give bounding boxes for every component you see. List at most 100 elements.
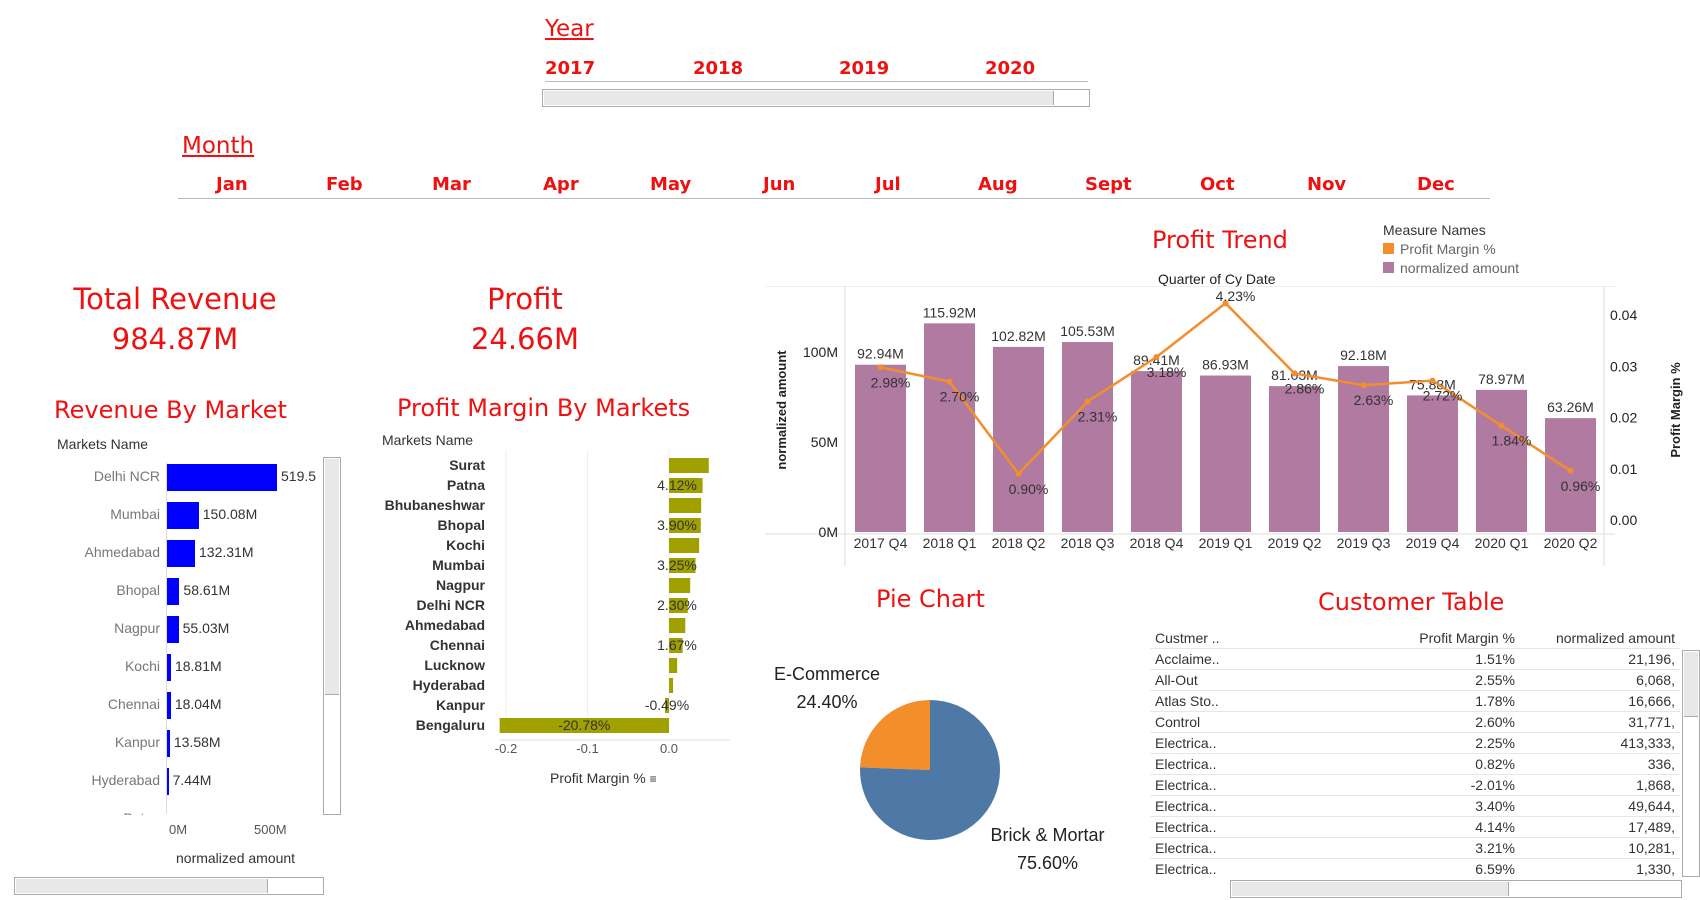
revenue-row[interactable]: Patna	[0, 805, 300, 815]
table-h-scrollbar-thumb[interactable]	[1232, 882, 1509, 896]
month-option-jan[interactable]: Jan	[216, 174, 248, 195]
month-option-dec[interactable]: Dec	[1417, 174, 1455, 195]
pm-bar[interactable]	[669, 658, 678, 673]
month-option-jul[interactable]: Jul	[875, 174, 901, 195]
trend-line-point[interactable]	[946, 378, 953, 385]
revenue-bar[interactable]	[167, 540, 195, 567]
revenue-row[interactable]: Nagpur 55.03M	[0, 615, 300, 643]
year-option-2018[interactable]: 2018	[693, 58, 744, 79]
trend-line-point[interactable]	[1291, 370, 1298, 377]
pm-bar[interactable]	[499, 718, 669, 733]
month-option-feb[interactable]: Feb	[326, 174, 363, 195]
trend-line-point[interactable]	[1498, 422, 1505, 429]
revenue-bar[interactable]	[167, 768, 169, 795]
month-option-jun[interactable]: Jun	[763, 174, 796, 195]
table-row[interactable]: Electrica.. 2.25% 413,333,	[1150, 732, 1680, 754]
revenue-row[interactable]: Chennai 18.04M	[0, 691, 300, 719]
sort-icon[interactable]: ≡	[649, 772, 657, 786]
table-row[interactable]: Atlas Sto.. 1.78% 16,666,	[1150, 690, 1680, 712]
trend-bar[interactable]	[855, 364, 906, 532]
revenue-bar[interactable]	[167, 578, 180, 605]
revenue-h-scrollbar-thumb[interactable]	[16, 879, 268, 893]
pm-bar[interactable]	[669, 678, 674, 693]
month-option-may[interactable]: May	[650, 174, 692, 195]
table-row[interactable]: Electrica.. 0.82% 336,	[1150, 753, 1680, 775]
legend-item-profit-margin[interactable]: Profit Margin %	[1383, 241, 1519, 257]
trend-bar[interactable]	[993, 346, 1044, 532]
month-option-mar[interactable]: Mar	[432, 174, 471, 195]
trend-bar[interactable]	[1200, 375, 1251, 532]
table-row[interactable]: Electrica.. 3.21% 10,281,	[1150, 837, 1680, 859]
trend-line-point[interactable]	[1360, 382, 1367, 389]
revenue-row[interactable]: Ahmedabad 132.31M	[0, 539, 300, 567]
year-scrollbar[interactable]	[542, 89, 1090, 107]
pm-bar[interactable]	[669, 458, 709, 473]
trend-bar[interactable]	[1338, 366, 1389, 532]
revenue-row[interactable]: Delhi NCR 519.5	[0, 463, 316, 491]
trend-bar[interactable]	[924, 323, 975, 532]
table-row[interactable]: Electrica.. 4.14% 17,489,	[1150, 816, 1680, 838]
revenue-bar[interactable]	[167, 616, 179, 643]
year-option-2020[interactable]: 2020	[985, 58, 1036, 79]
table-h-scrollbar[interactable]	[1230, 880, 1682, 898]
trend-line-point[interactable]	[1567, 467, 1574, 474]
trend-line-point[interactable]	[877, 364, 884, 371]
year-option-2019[interactable]: 2019	[839, 58, 890, 79]
year-option-2017[interactable]: 2017	[545, 58, 596, 79]
table-row[interactable]: Electrica.. 6.59% 1,330,	[1150, 858, 1680, 880]
col-header-customer[interactable]: Custmer ..	[1155, 630, 1220, 646]
pie-slice[interactable]	[860, 700, 1000, 840]
revenue-row[interactable]: Kochi 18.81M	[0, 653, 300, 681]
year-scrollbar-thumb[interactable]	[544, 91, 1054, 105]
table-row[interactable]: All-Out 2.55% 6,068,	[1150, 669, 1680, 691]
month-option-sept[interactable]: Sept	[1085, 174, 1132, 195]
trend-bar[interactable]	[1545, 418, 1596, 532]
pm-bar[interactable]	[669, 618, 686, 633]
pm-bar[interactable]	[669, 478, 703, 493]
trend-bar[interactable]	[1269, 386, 1320, 532]
revenue-bar[interactable]	[167, 502, 199, 529]
legend-item-normalized-amount[interactable]: normalized amount	[1383, 260, 1519, 276]
month-option-oct[interactable]: Oct	[1200, 174, 1235, 195]
month-option-nov[interactable]: Nov	[1307, 174, 1347, 195]
pie-slice[interactable]	[860, 700, 930, 770]
trend-line-point[interactable]	[1153, 354, 1160, 361]
revenue-row[interactable]: Kanpur 13.58M	[0, 729, 300, 757]
table-v-scrollbar-thumb[interactable]	[1684, 652, 1698, 717]
revenue-row[interactable]: Mumbai 150.08M	[0, 501, 300, 529]
table-row[interactable]: Electrica.. -2.01% 1,868,	[1150, 774, 1680, 796]
month-option-aug[interactable]: Aug	[978, 174, 1018, 195]
trend-line-point[interactable]	[1015, 470, 1022, 477]
revenue-bar[interactable]	[167, 464, 277, 491]
revenue-bar[interactable]	[167, 730, 170, 757]
pm-bar[interactable]	[669, 598, 688, 613]
col-header-profit-margin[interactable]: Profit Margin %	[1419, 630, 1515, 646]
pm-bar[interactable]	[669, 518, 701, 533]
pm-bar[interactable]	[669, 498, 702, 513]
table-row[interactable]: Electrica.. 3.40% 49,644,	[1150, 795, 1680, 817]
trend-bar[interactable]	[1476, 389, 1527, 532]
pm-bar[interactable]	[669, 538, 700, 553]
trend-line-point[interactable]	[1222, 300, 1229, 307]
table-v-scrollbar[interactable]	[1682, 650, 1700, 877]
col-header-normalized-amount[interactable]: normalized amount	[1555, 630, 1675, 646]
trend-bar[interactable]	[1062, 342, 1113, 532]
month-option-apr[interactable]: Apr	[543, 174, 579, 195]
pm-bar[interactable]	[669, 638, 683, 653]
pm-bar[interactable]	[669, 578, 691, 593]
revenue-scrollbar[interactable]	[323, 457, 341, 815]
table-row[interactable]: Acclaime.. 1.51% 21,196,	[1150, 648, 1680, 670]
revenue-h-scrollbar[interactable]	[14, 877, 324, 895]
pm-bar[interactable]	[665, 698, 669, 713]
trend-line-point[interactable]	[1084, 398, 1091, 405]
trend-bar[interactable]	[1131, 371, 1182, 532]
revenue-bar[interactable]	[167, 654, 171, 681]
revenue-scrollbar-thumb[interactable]	[325, 459, 339, 695]
trend-line-point[interactable]	[1429, 377, 1436, 384]
revenue-row[interactable]: Hyderabad 7.44M	[0, 767, 300, 795]
revenue-bar[interactable]	[167, 692, 171, 719]
trend-bar[interactable]	[1407, 395, 1458, 532]
table-row[interactable]: Control 2.60% 31,771,	[1150, 711, 1680, 733]
pm-bar[interactable]	[669, 558, 696, 573]
revenue-row[interactable]: Bhopal 58.61M	[0, 577, 300, 605]
